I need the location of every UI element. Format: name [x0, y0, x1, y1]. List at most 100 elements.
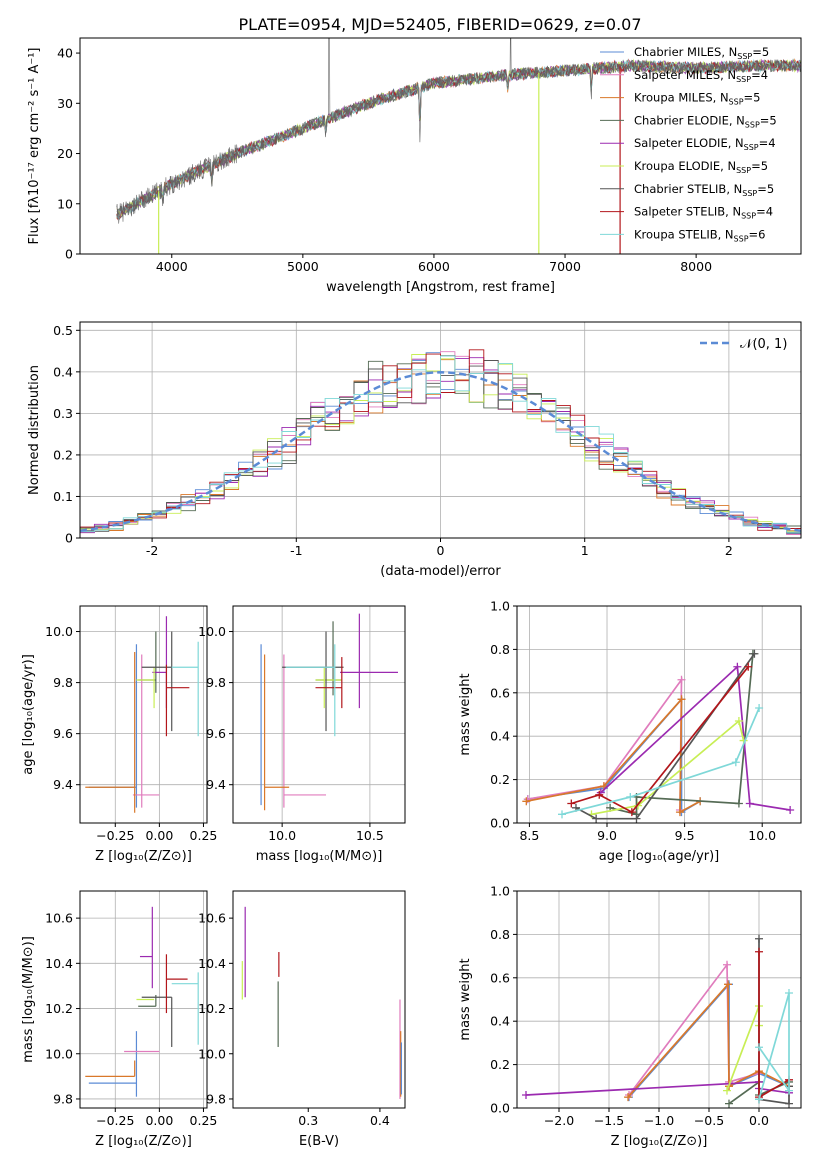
panel-weight_vs_age: 8.5 9.0 9.5 10.0 0.0 0.2 0.4 0.6 0.8 1.0 age [log₁…	[458, 599, 802, 864]
weight-marker	[785, 1099, 793, 1108]
weight-marker	[558, 810, 567, 819]
y-tick-label: 10.0	[45, 624, 73, 639]
y-tick-label: 10.4	[45, 956, 73, 971]
y-tick-label: 0.1	[53, 489, 73, 504]
errorbar-point	[340, 613, 398, 709]
y-axis-label: mass weight	[458, 958, 473, 1040]
weight-marker	[592, 814, 601, 823]
errorbar-point	[85, 651, 136, 813]
legend-label-suffix: =5	[757, 182, 774, 196]
weight-marker	[745, 799, 754, 808]
y-tick-label: 0	[65, 531, 73, 546]
errorbar-point	[85, 1060, 136, 1077]
weight-marker	[522, 1090, 530, 1099]
x-tick-label: −2.0	[544, 1113, 574, 1128]
weight-marker	[627, 808, 636, 817]
x-tick-label: 1	[581, 543, 589, 558]
x-tick-label: 9.5	[675, 828, 695, 843]
x-axis-label: Z [log₁₀(Z/Z⊙)]	[611, 1134, 708, 1149]
weight-marker	[723, 1086, 731, 1095]
errorbar-point	[171, 972, 199, 1045]
legend-label-suffix: =4	[759, 136, 776, 150]
y-axis-label: age [log₁₀(age/yr)]	[21, 654, 36, 775]
legend-label-sub: SSP	[729, 98, 744, 107]
plot-area	[260, 613, 398, 811]
x-tick-label: −0.25	[96, 1113, 134, 1128]
weight-line	[575, 653, 756, 820]
legend-label-sub: SSP	[734, 234, 749, 243]
x-tick-label: 9.0	[597, 828, 617, 843]
x-tick-label: 0.25	[190, 1113, 218, 1128]
weight-series	[567, 662, 753, 817]
x-axis-label: E(B-V)	[299, 1134, 339, 1149]
axes-frame	[232, 605, 406, 824]
legend-label-name: Salpeter ELODIE, N	[634, 136, 744, 150]
legend-label: Chabrier STELIB, NSSP=5	[634, 182, 774, 198]
weight-marker	[755, 703, 764, 712]
weight-line	[758, 992, 790, 1100]
legend-label-name: Kroupa ELODIE, N	[634, 159, 736, 173]
x-axis-label: (data-model)/error	[380, 564, 501, 579]
weight-marker	[785, 1086, 793, 1095]
weight-marker	[755, 1095, 763, 1104]
weight-marker	[626, 792, 635, 801]
weight-marker	[731, 758, 740, 767]
weight-marker	[675, 808, 684, 817]
x-tick-label: 0.4	[370, 1113, 390, 1128]
axes-frame	[79, 890, 208, 1109]
y-tick-label: 0.6	[490, 970, 510, 985]
panel-weight_vs_Z: −2.0 −1.5 −1.0 −0.5 0.0 0.0 0.2 0.4 0.6 0.8 1.0 Z […	[458, 884, 802, 1149]
x-axis-label: mass [log₁₀(M/M⊙)]	[256, 849, 383, 864]
weight-line	[591, 719, 745, 816]
y-tick-label: 10.2	[198, 1001, 226, 1016]
axes-frame	[79, 605, 208, 824]
x-tick-label: 8000	[680, 259, 712, 274]
axes-frame	[516, 605, 802, 824]
y-tick-label: 10.0	[198, 1046, 226, 1061]
y-tick-label: 1.0	[490, 884, 510, 899]
y-tick-label: 9.6	[53, 726, 73, 741]
y-tick-label: 0.0	[490, 1101, 510, 1116]
y-tick-label: 9.8	[53, 1091, 73, 1106]
figure-title: PLATE=0954, MJD=52405, FIBERID=0629, z=0…	[238, 15, 641, 34]
x-tick-label: −1.0	[644, 1113, 674, 1128]
y-tick-label: 10.4	[198, 956, 226, 971]
errorbar-point	[263, 654, 290, 811]
x-tick-label: −0.25	[96, 828, 134, 843]
x-tick-label: 4000	[156, 259, 188, 274]
errorbar-point	[315, 621, 342, 696]
x-tick-label: -1	[290, 543, 302, 558]
y-tick-label: 30	[57, 96, 73, 111]
x-axis-label: Z [log₁₀(Z/Z⊙)]	[95, 1134, 192, 1149]
y-tick-label: 1.0	[490, 599, 510, 614]
legend-label-suffix: =5	[744, 91, 761, 105]
weight-marker	[522, 797, 531, 806]
weight-series	[755, 988, 793, 1104]
y-tick-label: 9.6	[206, 726, 226, 741]
x-axis-label: age [log₁₀(age/yr)]	[599, 849, 720, 864]
weight-series	[596, 662, 795, 814]
legend-label: 𝒩(0, 1)	[740, 337, 787, 352]
weight-marker	[567, 799, 576, 808]
legend-label-sub: SSP	[736, 166, 751, 175]
legend-label-suffix: =5	[752, 45, 769, 59]
x-tick-label: 0.25	[190, 828, 218, 843]
legend-label: Kroupa ELODIE, NSSP=5	[634, 159, 768, 175]
x-axis-label: Z [log₁₀(Z/Z⊙)]	[95, 849, 192, 864]
y-tick-label: 10.0	[198, 624, 226, 639]
legend-label-sub: SSP	[741, 212, 756, 221]
y-tick-label: 10.2	[45, 1001, 73, 1016]
x-tick-label: 0	[437, 543, 445, 558]
weight-marker	[595, 790, 604, 799]
x-tick-label: −1.5	[594, 1113, 624, 1128]
weight-series	[522, 1077, 793, 1099]
weight-series	[522, 695, 705, 817]
legend-label: Salpeter ELODIE, NSSP=4	[634, 136, 776, 152]
y-tick-label: 10.6	[45, 911, 73, 926]
x-tick-label: 0.0	[749, 1113, 769, 1128]
legend-label: Kroupa STELIB, NSSP=6	[634, 227, 765, 243]
x-tick-label: 5000	[287, 259, 319, 274]
weight-line	[571, 666, 749, 814]
